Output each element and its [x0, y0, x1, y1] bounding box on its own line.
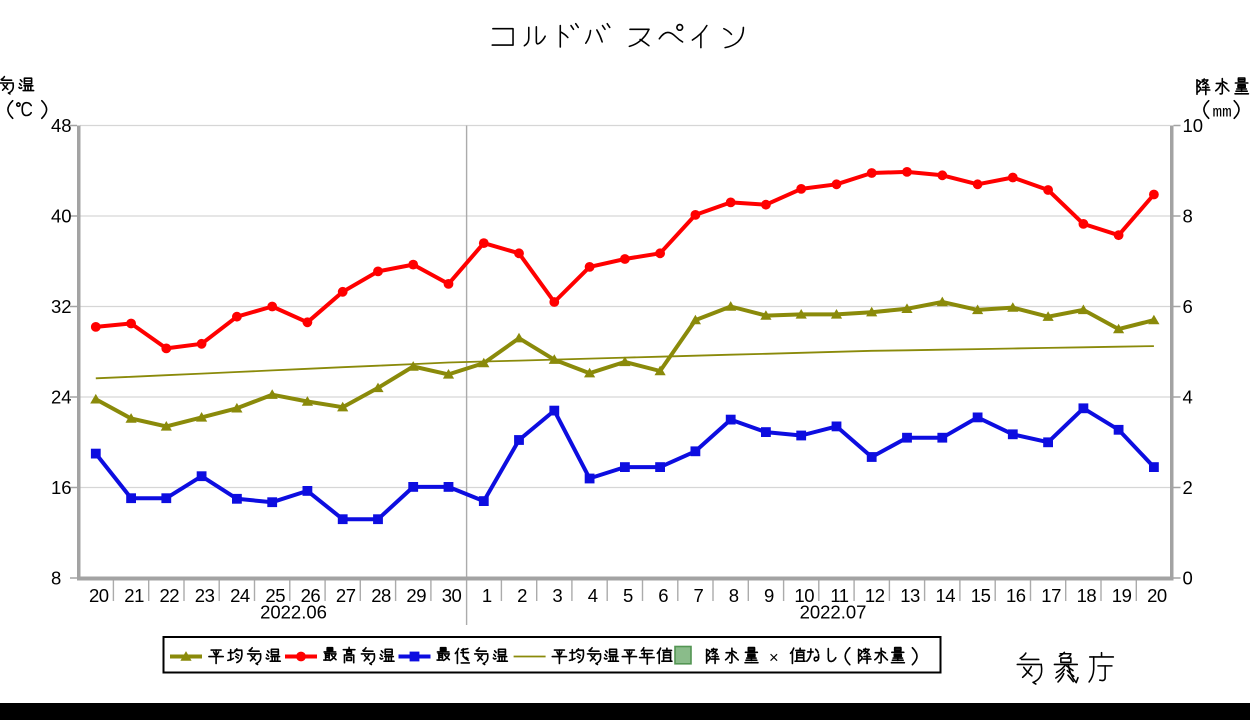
svg-text:40: 40	[51, 206, 72, 227]
svg-text:28: 28	[371, 585, 391, 606]
svg-text:16: 16	[1006, 585, 1026, 606]
svg-text:8: 8	[51, 568, 61, 589]
svg-text:32: 32	[51, 296, 72, 317]
svg-text:18: 18	[1077, 585, 1097, 606]
svg-text:20: 20	[89, 585, 109, 606]
svg-text:14: 14	[936, 585, 956, 606]
svg-text:10: 10	[794, 585, 814, 606]
svg-text:2022.06: 2022.06	[260, 602, 327, 623]
svg-text:21: 21	[124, 585, 144, 606]
svg-text:29: 29	[406, 585, 426, 606]
svg-text:16: 16	[51, 477, 72, 498]
svg-text:15: 15	[971, 585, 991, 606]
svg-text:9: 9	[764, 585, 774, 606]
svg-text:8: 8	[729, 585, 739, 606]
svg-text:48: 48	[51, 115, 72, 136]
svg-text:12: 12	[865, 585, 885, 606]
svg-text:27: 27	[336, 585, 356, 606]
svg-text:0: 0	[1183, 568, 1193, 589]
svg-text:×: ×	[769, 649, 779, 667]
svg-text:22: 22	[160, 585, 180, 606]
svg-text:6: 6	[658, 585, 668, 606]
svg-text:24: 24	[51, 387, 72, 408]
svg-text:5: 5	[623, 585, 633, 606]
svg-text:17: 17	[1041, 585, 1061, 606]
svg-text:23: 23	[195, 585, 215, 606]
svg-text:8: 8	[1183, 206, 1193, 227]
svg-text:19: 19	[1112, 585, 1132, 606]
svg-text:2022.07: 2022.07	[800, 602, 867, 623]
svg-text:30: 30	[442, 585, 462, 606]
svg-text:25: 25	[265, 585, 285, 606]
svg-text:4: 4	[588, 585, 598, 606]
svg-text:4: 4	[1183, 387, 1193, 408]
svg-text:mm: mm	[1213, 104, 1232, 122]
svg-text:1: 1	[482, 585, 492, 606]
svg-text:7: 7	[694, 585, 704, 606]
svg-text:2: 2	[1183, 477, 1193, 498]
svg-text:10: 10	[1183, 115, 1204, 136]
svg-text:11: 11	[830, 585, 848, 606]
svg-text:24: 24	[230, 585, 250, 606]
svg-text:3: 3	[552, 585, 562, 606]
svg-text:2: 2	[517, 585, 527, 606]
svg-text:26: 26	[301, 585, 321, 606]
svg-text:13: 13	[900, 585, 920, 606]
svg-text:6: 6	[1183, 296, 1193, 317]
svg-text:20: 20	[1147, 585, 1167, 606]
